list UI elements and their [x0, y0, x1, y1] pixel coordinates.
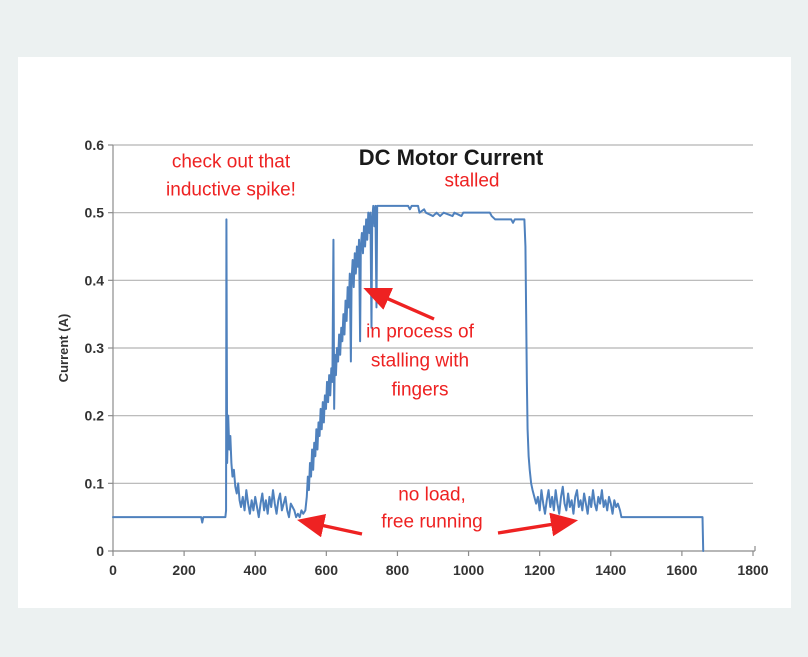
chart-title: DC Motor Current: [358, 145, 544, 170]
y-tick-label: 0: [96, 543, 104, 559]
y-tick-label: 0.4: [85, 272, 105, 288]
x-tick-label: 200: [172, 562, 196, 578]
annotation-stalling-with-fingers: in process of stalling with fingers: [366, 322, 474, 401]
y-tick-label: 0.3: [85, 340, 105, 356]
y-tick-label: 0.1: [85, 475, 105, 491]
x-tick-label: 1200: [524, 562, 555, 578]
x-tick-label: 1000: [453, 562, 484, 578]
x-tick-label: 600: [315, 562, 339, 578]
annotation-arrow: [497, 512, 579, 537]
y-tick-label: 0.2: [85, 408, 105, 424]
annotation-inductive-spike: check out that inductive spike!: [166, 152, 296, 201]
x-tick-label: 0: [109, 562, 117, 578]
x-tick-label: 1800: [737, 562, 768, 578]
x-tick-label: 1600: [666, 562, 697, 578]
annotation-arrow: [363, 287, 435, 321]
annotation-no-load-free-running: no load, free running: [381, 485, 482, 533]
series-line: [112, 204, 705, 552]
y-tick-label: 0.5: [85, 205, 105, 221]
annotation-stalled: stalled: [445, 171, 500, 192]
chart-panel: DC Motor Current: [18, 57, 791, 608]
x-tick-label: 400: [244, 562, 268, 578]
y-tick-label: 0.6: [85, 137, 105, 153]
x-tick-label: 1400: [595, 562, 626, 578]
annotation-arrow: [297, 514, 363, 538]
x-tick-label: 800: [386, 562, 410, 578]
y-axis-title: Current (A): [56, 314, 71, 383]
